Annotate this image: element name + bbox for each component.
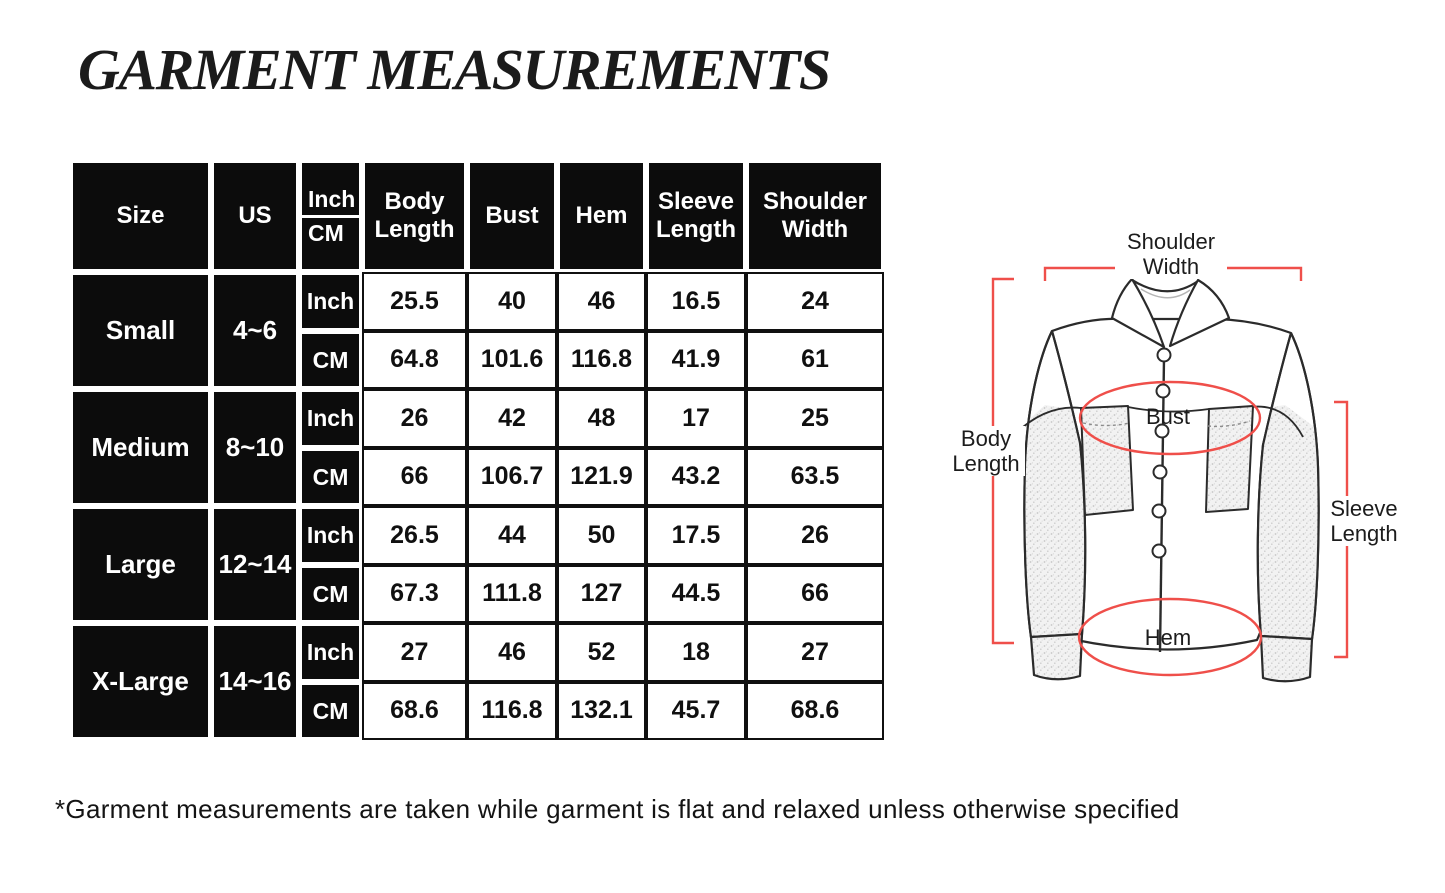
value-cell: 68.6 [746,681,884,740]
bust-ellipse [1078,380,1262,456]
value-cell: 44 [467,506,557,565]
header-unit-cm: CM [308,219,344,246]
value-cell: 64.8 [362,330,467,389]
header-cell-shoulder-width: Shoulder Width [746,160,884,272]
us-range-cell: 4~6 [211,272,299,389]
size-cell: Small [70,272,211,389]
size-cell: Medium [70,389,211,506]
header-cell-hem: Hem [557,160,646,272]
unit-cell: Inch [299,272,362,331]
value-cell: 66 [362,447,467,506]
header-cell-bust: Bust [467,160,557,272]
right-sleeve-texture [1257,405,1319,639]
value-cell: 132.1 [557,681,646,740]
value-cell: 24 [746,272,884,331]
collar-inner-line [1140,288,1191,299]
size-cell: Large [70,506,211,623]
value-cell: 18 [646,623,746,682]
value-cell: 66 [746,564,884,623]
value-cell: 26.5 [362,506,467,565]
value-cell: 25.5 [362,272,467,331]
value-cell: 116.8 [557,330,646,389]
us-range-cell: 8~10 [211,389,299,506]
value-cell: 116.8 [467,681,557,740]
pocket-stitching [1082,420,1251,428]
value-cell: 41.9 [646,330,746,389]
unit-cell: Inch [299,623,362,682]
label-sleeve-length: Sleeve Length [1322,496,1406,546]
value-cell: 43.2 [646,447,746,506]
value-cell: 45.7 [646,681,746,740]
value-cell: 111.8 [467,564,557,623]
unit-cell: CM [299,330,362,389]
label-hem: Hem [1144,625,1192,650]
measurements-table: Size US Inch CM Body Length Bust Hem Sle… [70,160,884,740]
unit-cell: CM [299,447,362,506]
hem-ellipse [1077,597,1263,677]
label-bust: Bust [1145,404,1191,429]
unit-cell: CM [299,564,362,623]
cuffs [1029,632,1314,683]
header-cell-us: US [211,160,299,272]
value-cell: 50 [557,506,646,565]
us-range-cell: 14~16 [211,623,299,740]
value-cell: 27 [362,623,467,682]
garment-diagram [991,266,1349,683]
header-cell-units: Inch CM [299,160,362,272]
value-cell: 52 [557,623,646,682]
label-body-length: Body Length [947,426,1025,476]
value-cell: 26 [362,389,467,448]
buttons [1151,347,1172,559]
value-cell: 40 [467,272,557,331]
value-cell: 16.5 [646,272,746,331]
value-cell: 44.5 [646,564,746,623]
value-cell: 48 [557,389,646,448]
value-cell: 17.5 [646,506,746,565]
value-cell: 67.3 [362,564,467,623]
label-shoulder-width: Shoulder Width [1115,229,1227,279]
value-cell: 127 [557,564,646,623]
header-unit-inch: Inch [302,184,359,218]
value-cell: 121.9 [557,447,646,506]
page-title: GARMENT MEASUREMENTS [78,37,831,102]
value-cell: 101.6 [467,330,557,389]
us-range-cell: 12~14 [211,506,299,623]
value-cell: 46 [467,623,557,682]
value-cell: 46 [557,272,646,331]
value-cell: 106.7 [467,447,557,506]
size-cell: X-Large [70,623,211,740]
unit-cell: Inch [299,389,362,448]
value-cell: 42 [467,389,557,448]
unit-cell: Inch [299,506,362,565]
unit-cell: CM [299,681,362,740]
value-cell: 25 [746,389,884,448]
pockets [1080,405,1254,516]
value-cell: 27 [746,623,884,682]
header-cell-size: Size [70,160,211,272]
value-cell: 63.5 [746,447,884,506]
header-cell-body-length: Body Length [362,160,467,272]
footnote: *Garment measurements are taken while ga… [55,794,1180,824]
header-cell-sleeve-length: Sleeve Length [646,160,746,272]
value-cell: 61 [746,330,884,389]
value-cell: 26 [746,506,884,565]
value-cell: 68.6 [362,681,467,740]
value-cell: 17 [646,389,746,448]
collar [1110,277,1231,349]
